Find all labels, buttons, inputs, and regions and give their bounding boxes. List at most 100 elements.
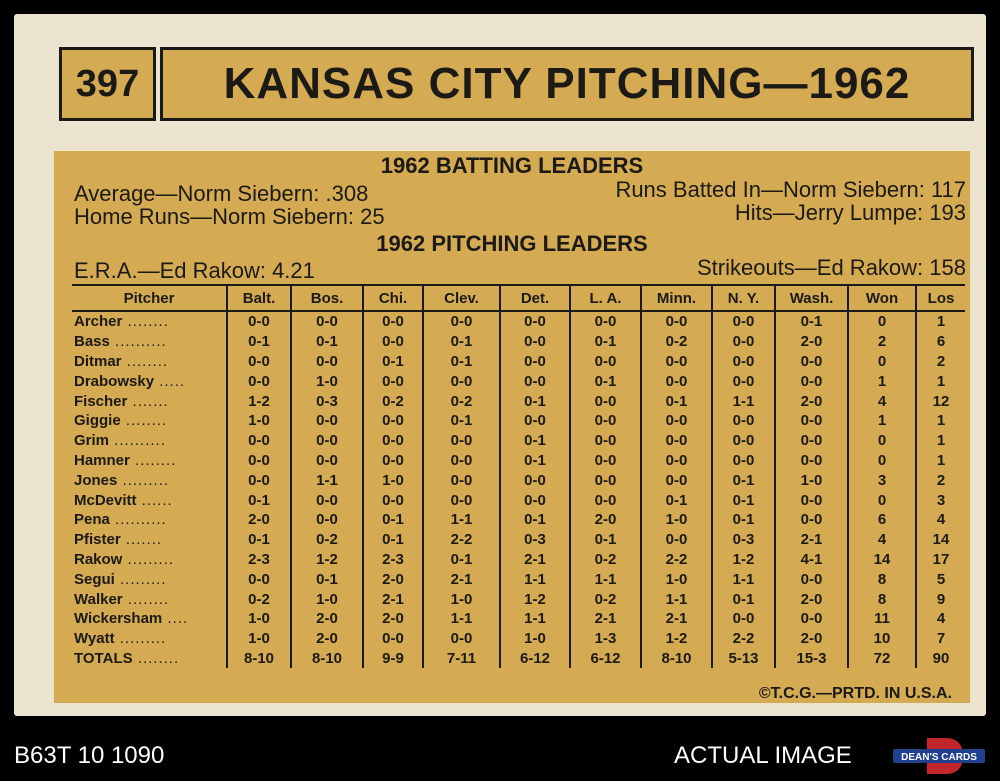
stat-cell: 0-0 (640, 529, 712, 550)
stat-cell: 6-12 (569, 648, 641, 669)
stat-cell: 11 (847, 608, 916, 629)
rbi-leader: Runs Batted In—Norm Siebern: 117 (615, 177, 966, 202)
stat-cell: 0-1 (499, 509, 570, 530)
stat-cell: 0-0 (226, 311, 291, 332)
stat-cell: 0-0 (422, 490, 500, 510)
stat-cell: 0-0 (290, 450, 363, 471)
stat-cell: 0 (847, 450, 916, 471)
pitcher-name: Grim (74, 432, 110, 450)
stat-cell: 1 (915, 430, 965, 451)
stat-cell: 0-0 (569, 430, 641, 451)
stat-cell: 1-0 (362, 470, 423, 491)
table-row: Wickersham .... 1-0 2-0 2-0 1-1 1-1 2-1 2-1 0-0 0… (72, 608, 965, 629)
stat-cell: 0-0 (499, 311, 570, 332)
stat-cell: 0-0 (226, 430, 291, 451)
leader-dots: ........ (121, 352, 169, 370)
stat-cell: 0-2 (422, 391, 500, 411)
pitcher-name-cell: McDevitt ...... (72, 490, 227, 510)
stat-cell: 0-0 (290, 410, 363, 431)
stat-cell: 0-0 (640, 430, 712, 451)
stat-cell: 2-0 (569, 509, 641, 530)
stat-cell: 0-0 (362, 450, 423, 471)
stat-cell: 0-0 (640, 410, 712, 431)
actual-image-label: ACTUAL IMAGE (674, 742, 852, 769)
stat-cell: 1-2 (290, 549, 363, 570)
leader-dots: .......... (109, 432, 166, 450)
stat-cell: 1-1 (640, 589, 712, 609)
stat-cell: 6-12 (499, 648, 570, 669)
stat-cell: 1 (847, 371, 916, 392)
stat-cell: 0-0 (711, 371, 775, 392)
table-row: Pena .......... 2-0 0-0 0-1 1-1 0-1 2-0 1-0 0-1 0… (72, 509, 965, 530)
stat-cell: 1-0 (640, 509, 712, 530)
stat-cell: 6 (915, 331, 965, 352)
stat-cell: 0-0 (422, 371, 500, 392)
stat-cell: 0-1 (711, 490, 775, 510)
pitcher-name: Ditmar (74, 352, 122, 370)
stat-cell: 0-1 (499, 391, 570, 411)
stat-cell: 1 (847, 410, 916, 431)
stat-cell: 2-0 (290, 628, 363, 649)
baseball-card-back: 397 KANSAS CITY PITCHING—1962 1962 BATTI… (14, 14, 986, 716)
stat-cell: 0-0 (569, 450, 641, 471)
pitcher-name-cell: Grim .......... (72, 431, 227, 451)
table-row: Jones ......... 0-0 1-1 1-0 0-0 0-0 0-0 0-0 0-1 1… (72, 470, 965, 491)
stat-cell: 2-3 (362, 549, 423, 570)
stat-cell: 0-0 (226, 351, 291, 372)
stat-cell: 0-1 (362, 529, 423, 550)
column-header-bos: Bos. (290, 284, 363, 312)
pitcher-name-cell: TOTALS ........ (72, 649, 227, 669)
stat-cell: 0-0 (711, 331, 775, 352)
stat-cell: 15-3 (774, 648, 848, 669)
column-header-n-y: N. Y. (711, 284, 775, 312)
deans-cards-logo: DEAN'S CARDS (893, 738, 985, 774)
stat-cell: 1-0 (226, 628, 291, 649)
stat-cell: 0-1 (569, 331, 641, 352)
pitcher-name-cell: Pena .......... (72, 510, 227, 530)
stat-cell: 0-0 (774, 410, 848, 431)
stat-cell: 0-1 (711, 509, 775, 530)
pitcher-name: Giggie (74, 412, 121, 430)
stat-cell: 1 (915, 450, 965, 471)
stat-cell: 9-9 (362, 648, 423, 669)
table-body: Archer ........ 0-0 0-0 0-0 0-0 0-0 0-0 0-0 0-0 0… (72, 311, 965, 669)
stats-panel: 1962 BATTING LEADERS Average—Norm Sieber… (54, 151, 970, 703)
stat-cell: 0-0 (774, 450, 848, 471)
stat-cell: 0 (847, 311, 916, 332)
stat-cell: 0-0 (774, 371, 848, 392)
stat-cell: 0-3 (499, 529, 570, 550)
stat-cell: 0-0 (290, 311, 363, 332)
pitcher-name: Archer (74, 313, 123, 331)
stat-cell: 0-0 (774, 430, 848, 451)
pitcher-name-cell: Bass .......... (72, 332, 227, 352)
stat-cell: 1-0 (290, 589, 363, 609)
copyright-notice: ©T.C.G.—PRTD. IN U.S.A. (758, 685, 952, 702)
stat-cell: 0-0 (422, 450, 500, 471)
table-row: Hamner ........ 0-0 0-0 0-0 0-0 0-1 0-0 0-0 0-0 0… (72, 450, 965, 471)
leader-dots: ........ (122, 590, 170, 608)
stat-cell: 0-2 (640, 331, 712, 352)
inventory-id-label: B63T 10 1090 (14, 742, 165, 769)
stat-cell: 0-0 (422, 470, 500, 491)
stat-cell: 4 (847, 391, 916, 411)
stat-cell: 0-0 (711, 311, 775, 332)
stat-cell: 1-0 (226, 410, 291, 431)
stat-cell: 0-0 (774, 608, 848, 629)
table-row: Segui ......... 0-0 0-1 2-0 2-1 1-1 1-1 1-0 1-1 0… (72, 569, 965, 590)
stat-cell: 1-1 (711, 569, 775, 590)
pitcher-name: Pfister (74, 531, 121, 549)
stat-cell: 0-0 (499, 351, 570, 372)
stat-cell: 0-1 (226, 331, 291, 352)
table-row: Pfister ....... 0-1 0-2 0-1 2-2 0-3 0-1 0-0 0-3 2… (72, 529, 965, 550)
stat-cell: 0-1 (569, 371, 641, 392)
stat-cell: 0-0 (362, 331, 423, 352)
table-row: Rakow ......... 2-3 1-2 2-3 0-1 2-1 0-2 2-2 1-2 4… (72, 549, 965, 570)
stat-cell: 0-2 (290, 529, 363, 550)
stat-cell: 0-2 (362, 391, 423, 411)
column-header-chi: Chi. (362, 284, 423, 312)
stat-cell: 8 (847, 589, 916, 609)
stat-cell: 2-1 (499, 549, 570, 570)
stat-cell: 0-0 (499, 490, 570, 510)
pitcher-name: Jones (74, 471, 118, 489)
era-leader: E.R.A.—Ed Rakow: 4.21 (74, 258, 315, 283)
